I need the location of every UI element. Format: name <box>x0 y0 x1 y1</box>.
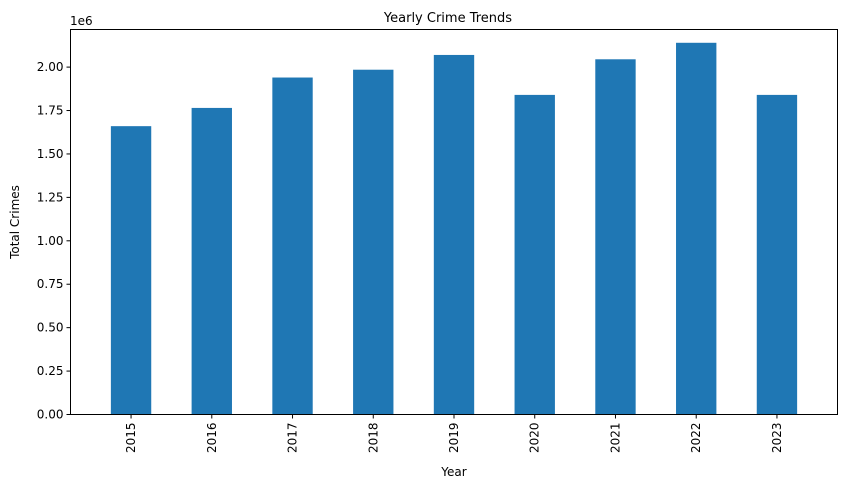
bar-2023 <box>756 94 798 415</box>
x-tick-label: 2023 <box>770 423 784 454</box>
x-axis-ticks: 2015 2016 2017 2018 2019 2020 2021 2022 2023 <box>124 414 784 454</box>
y-tick-label: 0.75 <box>37 277 64 291</box>
plot-frame <box>70 29 838 415</box>
y-tick-label: 2.00 <box>37 60 64 74</box>
y-tick-label: 1.50 <box>37 147 64 161</box>
x-tick-label: 2017 <box>286 423 300 454</box>
x-tick-label: 2016 <box>205 423 219 454</box>
x-tick-label: 2021 <box>608 423 622 454</box>
bar-2022 <box>676 42 717 415</box>
bar-2017 <box>272 77 313 415</box>
y-axis-label: Total Crimes <box>8 185 22 260</box>
y-offset-label: 1e6 <box>70 14 93 28</box>
bars-group <box>110 42 798 415</box>
bar-2016 <box>191 107 232 415</box>
y-tick-label: 0.00 <box>37 408 64 422</box>
x-tick-label: 2018 <box>366 423 380 454</box>
y-axis-ticks: 0.00 0.25 0.50 0.75 1.00 1.25 1.50 1.75 2.00 <box>37 60 71 422</box>
bar-2021 <box>595 59 636 415</box>
x-tick-label: 2020 <box>528 423 542 454</box>
y-tick-label: 1.00 <box>37 234 64 248</box>
y-tick-label: 0.50 <box>37 321 64 335</box>
x-axis-label: Year <box>440 465 466 479</box>
bar-2019 <box>433 54 475 415</box>
x-tick-label: 2015 <box>124 423 138 454</box>
bar-2020 <box>514 94 555 415</box>
y-tick-label: 1.75 <box>37 104 64 118</box>
y-tick-label: 0.25 <box>37 364 64 378</box>
chart-title: Yearly Crime Trends <box>383 11 512 26</box>
x-tick-label: 2019 <box>447 423 461 454</box>
bar-2015 <box>110 126 152 415</box>
x-tick-label: 2022 <box>689 423 703 454</box>
bar-2018 <box>353 69 394 415</box>
y-tick-label: 1.25 <box>37 190 64 204</box>
